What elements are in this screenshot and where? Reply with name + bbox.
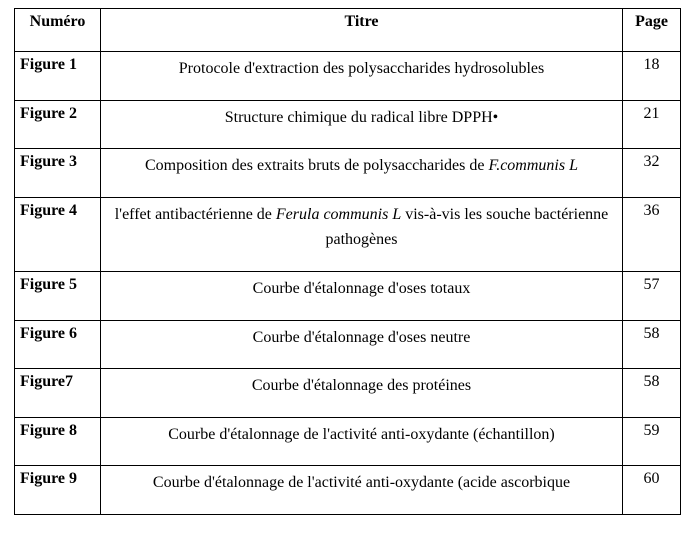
- figure-page: 18: [623, 52, 681, 101]
- figure-number: Figure 5: [15, 271, 101, 320]
- figure-title: Courbe d'étalonnage des protéines: [101, 369, 623, 418]
- table-header: Numéro Titre Page: [15, 9, 681, 52]
- col-header-page: Page: [623, 9, 681, 52]
- title-segment: Courbe d'étalonnage d'oses neutre: [253, 329, 471, 346]
- title-segment: Structure chimique du radical libre DPPH…: [225, 109, 499, 126]
- figure-page: 60: [623, 466, 681, 515]
- table-row: Figure 8 Courbe d'étalonnage de l'activit…: [15, 417, 681, 466]
- figure-page: 59: [623, 417, 681, 466]
- figure-page: 57: [623, 271, 681, 320]
- figure-page: 21: [623, 100, 681, 149]
- figure-number: Figure7: [15, 369, 101, 418]
- table-row: Figure 9 Courbe d'étalonnage de l'activit…: [15, 466, 681, 515]
- col-header-numero: Numéro: [15, 9, 101, 52]
- table-row: Figure 5 Courbe d'étalonnage d'oses totau…: [15, 271, 681, 320]
- figure-page: 36: [623, 197, 681, 271]
- title-segment: l'effet antibactérienne de: [115, 206, 276, 223]
- figure-number: Figure 8: [15, 417, 101, 466]
- title-segment: Courbe d'étalonnage de l'activité anti-o…: [168, 426, 555, 443]
- table-row: Figure 4l'effet antibactérienne de Ferul…: [15, 197, 681, 271]
- col-header-titre: Titre: [101, 9, 623, 52]
- table-row: Figure 1 Protocole d'extraction des polys…: [15, 52, 681, 101]
- title-segment: Composition des extraits bruts de polysa…: [145, 157, 488, 174]
- figure-page: 32: [623, 149, 681, 198]
- figure-number: Figure 6: [15, 320, 101, 369]
- table-row: Figure 2 Structure chimique du radical li…: [15, 100, 681, 149]
- table-row: Figure 6 Courbe d'étalonnage d'oses neutr…: [15, 320, 681, 369]
- figures-table: Numéro Titre Page Figure 1 Protocole d'ex…: [14, 8, 681, 515]
- title-italic-segment: Ferula communis L: [276, 206, 401, 223]
- figure-number: Figure 9: [15, 466, 101, 515]
- figure-title: Courbe d'étalonnage de l'activité anti-o…: [101, 417, 623, 466]
- title-segment: Courbe d'étalonnage de l'activité anti-o…: [153, 474, 570, 491]
- title-segment: Courbe d'étalonnage d'oses totaux: [253, 280, 471, 297]
- figure-title: Structure chimique du radical libre DPPH…: [101, 100, 623, 149]
- figure-page: 58: [623, 320, 681, 369]
- figure-title: Courbe d'étalonnage de l'activité anti-o…: [101, 466, 623, 515]
- table-body: Figure 1 Protocole d'extraction des polys…: [15, 52, 681, 515]
- title-italic-segment: F.communis L: [488, 157, 578, 174]
- table-row: Figure 3 Composition des extraits bruts d…: [15, 149, 681, 198]
- figure-title: l'effet antibactérienne de Ferula commun…: [101, 197, 623, 271]
- figure-page: 58: [623, 369, 681, 418]
- figure-number: Figure 4: [15, 197, 101, 271]
- title-segment: Protocole d'extraction des polysaccharid…: [179, 60, 544, 77]
- figure-title: Composition des extraits bruts de polysa…: [101, 149, 623, 198]
- figure-title: Courbe d'étalonnage d'oses totaux: [101, 271, 623, 320]
- figure-title: Protocole d'extraction des polysaccharid…: [101, 52, 623, 101]
- table-row: Figure7 Courbe d'étalonnage des protéines…: [15, 369, 681, 418]
- figure-number: Figure 3: [15, 149, 101, 198]
- figure-title: Courbe d'étalonnage d'oses neutre: [101, 320, 623, 369]
- title-segment: Courbe d'étalonnage des protéines: [252, 377, 471, 394]
- figure-number: Figure 1: [15, 52, 101, 101]
- figure-number: Figure 2: [15, 100, 101, 149]
